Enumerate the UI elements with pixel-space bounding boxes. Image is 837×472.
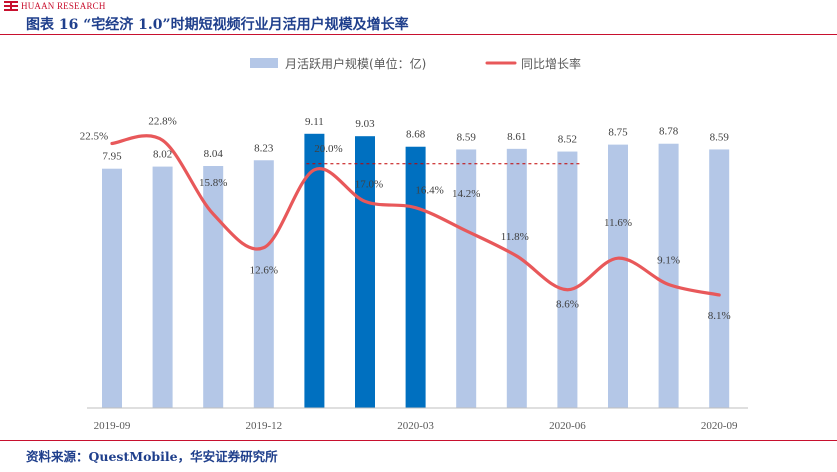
bar	[658, 143, 679, 409]
bar	[709, 149, 730, 409]
source-divider	[0, 440, 837, 441]
x-tick-label: 2020-06	[549, 420, 586, 432]
bar-value-label: 8.68	[406, 129, 426, 141]
rate-value-label: 9.1%	[657, 254, 680, 266]
bar-value-label: 8.52	[558, 134, 577, 146]
rate-value-label: 22.8%	[148, 115, 176, 127]
bar-value-label: 8.02	[153, 149, 172, 161]
bar-value-label: 8.59	[457, 131, 477, 143]
legend: 月活跃用户规模(单位：亿) 同比增长率	[250, 56, 581, 71]
bar-value-label: 7.95	[102, 151, 122, 163]
bar	[304, 133, 325, 408]
title-underline	[0, 13, 837, 35]
bar-value-labels: 7.95 8.02 8.04 8.23 9.11 9.03 8.68 8.59 8.61 8.52…	[102, 116, 729, 163]
bar-series	[102, 133, 730, 409]
rate-value-label: 8.6%	[556, 299, 579, 311]
bar	[355, 136, 375, 408]
rate-value-labels: 22.5% 22.8% 15.8% 12.6% 20.0% 17.0% 16.4% 14.2%…	[80, 115, 731, 322]
bar-value-label: 8.04	[204, 148, 224, 160]
rate-value-label: 15.8%	[199, 177, 227, 189]
rate-value-label: 11.6%	[604, 217, 632, 229]
legend-swatch-bar	[250, 58, 278, 68]
legend-label-line: 同比增长率	[521, 56, 581, 71]
line-series	[110, 134, 721, 297]
bar-value-label: 8.75	[608, 127, 628, 139]
rate-value-label: 20.0%	[314, 143, 342, 155]
bar-value-label: 8.59	[710, 131, 730, 143]
huaan-logo-icon	[4, 1, 18, 11]
x-tick-label: 2020-03	[397, 420, 434, 432]
rate-value-label: 22.5%	[80, 131, 108, 143]
bar	[102, 168, 122, 408]
legend-label-bar: 月活跃用户规模(单位：亿)	[285, 56, 426, 71]
x-axis: 2019-09 2019-12 2020-03 2020-06 2020-09	[87, 407, 748, 432]
x-tick-label: 2019-12	[245, 420, 282, 432]
brand-header: HUAAN RESEARCH	[4, 0, 106, 12]
source-note: 资料来源：QuestMobile，华安证券研究所	[26, 449, 278, 464]
bar-value-label: 8.78	[659, 126, 679, 138]
growth-rate-line	[110, 134, 721, 297]
bar	[456, 149, 477, 409]
bar	[506, 148, 527, 409]
rate-value-label: 14.2%	[452, 188, 480, 200]
rate-value-label: 11.8%	[501, 231, 529, 243]
bar	[203, 165, 224, 408]
bar	[608, 144, 628, 408]
bar-value-label: 9.11	[305, 116, 324, 128]
rate-value-label: 17.0%	[355, 178, 383, 190]
rate-value-label: 8.1%	[708, 310, 731, 322]
bar	[405, 146, 426, 408]
bar-value-label: 8.61	[507, 131, 526, 143]
bar	[152, 166, 173, 408]
bar-value-label: 9.03	[355, 118, 375, 130]
bar-value-label: 8.23	[254, 142, 274, 154]
rate-value-label: 16.4%	[415, 185, 443, 197]
brand-name: HUAAN RESEARCH	[21, 1, 106, 11]
rate-value-label: 12.6%	[250, 265, 278, 277]
bar	[557, 151, 578, 408]
x-tick-label: 2020-09	[701, 420, 738, 432]
figure-title: 图表 16 “宅经济 1.0”时期短视频行业月活用户规模及增长率	[26, 17, 409, 33]
x-tick-label: 2019-09	[94, 420, 131, 432]
bar	[253, 160, 274, 408]
